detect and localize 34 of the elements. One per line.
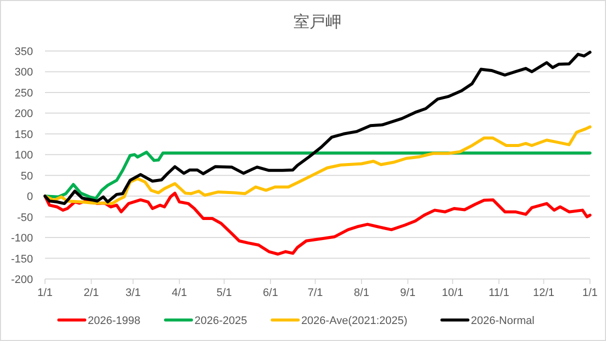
x-tick-label: 1/1 (37, 287, 53, 299)
y-tick-label: 250 (14, 87, 33, 100)
x-tick-label: 1/1 (582, 287, 598, 299)
legend-label: 2026-Ave(2021:2025) (301, 315, 408, 327)
x-tick-label: 10/1 (442, 287, 464, 299)
y-tick-label: 300 (14, 66, 33, 79)
legend-label: 2026-1998 (88, 315, 140, 327)
x-tick-label: 3/1 (125, 287, 141, 299)
y-tick-label: 50 (20, 170, 33, 182)
y-tick-label: -200 (10, 274, 33, 286)
x-tick-label: 9/1 (400, 287, 416, 299)
x-tick-label: 7/1 (308, 287, 323, 299)
x-tick-label: 5/1 (216, 287, 232, 299)
y-tick-label: -150 (10, 253, 33, 266)
line-series (44, 150, 592, 200)
x-tick-label: 4/1 (172, 287, 188, 299)
x-tick-label: 8/1 (354, 287, 370, 299)
legend-label: 2026-Normal (470, 315, 534, 327)
x-tick-label: 11/1 (488, 287, 510, 299)
x-tick-label: 6/1 (262, 287, 278, 299)
y-tick-label: 350 (14, 46, 33, 58)
legend-label: 2026-2025 (194, 315, 248, 327)
y-tick-label: 100 (14, 150, 33, 162)
y-tick-label: 0 (26, 191, 33, 204)
chart-title: 室戸岬 (294, 13, 342, 31)
line-series (44, 125, 592, 206)
y-tick-label: -50 (17, 212, 33, 224)
x-tick-label: 2/1 (84, 287, 99, 299)
x-tick-label: 12/1 (533, 287, 554, 299)
y-tick-label: 200 (14, 108, 33, 120)
line-series (44, 192, 592, 256)
y-tick-label: -100 (10, 232, 33, 245)
y-tick-label: 150 (14, 128, 33, 141)
line-series (44, 50, 592, 206)
